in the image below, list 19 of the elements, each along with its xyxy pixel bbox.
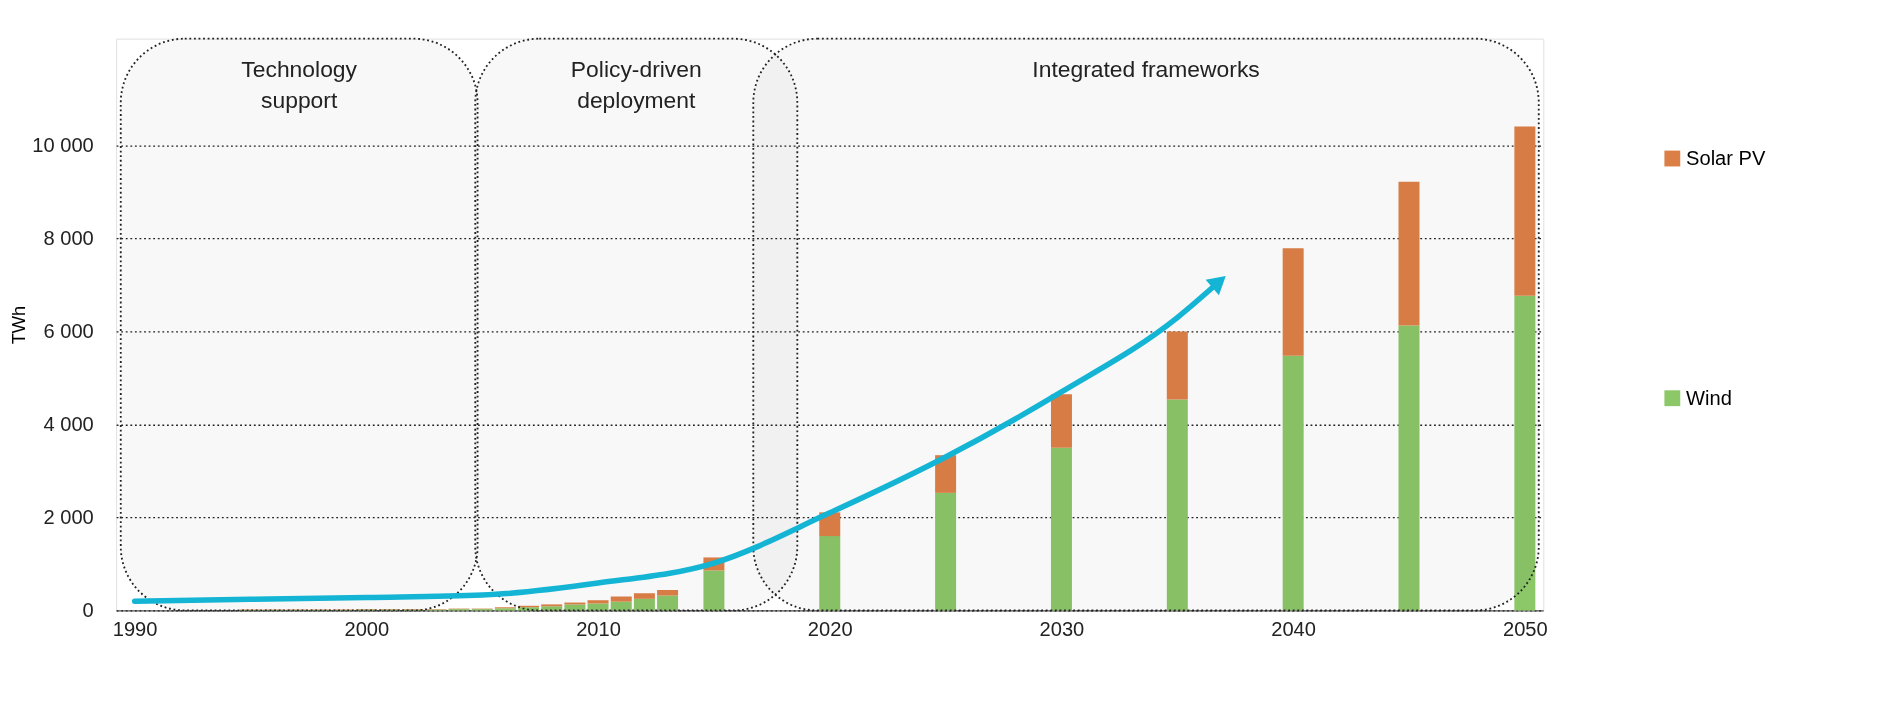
x-tick-label: 2010 [576,617,621,640]
y-tick-label: 2 000 [43,506,94,529]
x-tick-label: 2040 [1271,617,1316,640]
legend-label: Wind [1686,386,1732,409]
band-label: Integrated frameworks [1032,56,1260,83]
y-tick-label: 0 [82,599,94,622]
x-tick-label: 2030 [1039,617,1085,640]
x-tick-label: 2050 [1502,617,1548,640]
band-label: Policy-driven deployment [570,56,702,114]
y-axis-title: TWh [7,305,29,345]
y-tick-label: 4 000 [43,413,94,436]
legend-label: Solar PV [1686,146,1766,169]
x-tick-label: 2020 [807,617,853,640]
band-label: Technology support [241,56,358,114]
x-tick-label: 2000 [344,617,390,640]
x-tick-label: 1990 [112,617,158,640]
y-tick-label: 10 000 [32,134,94,157]
y-tick-label: 8 000 [43,227,94,250]
y-tick-label: 6 000 [43,320,94,343]
